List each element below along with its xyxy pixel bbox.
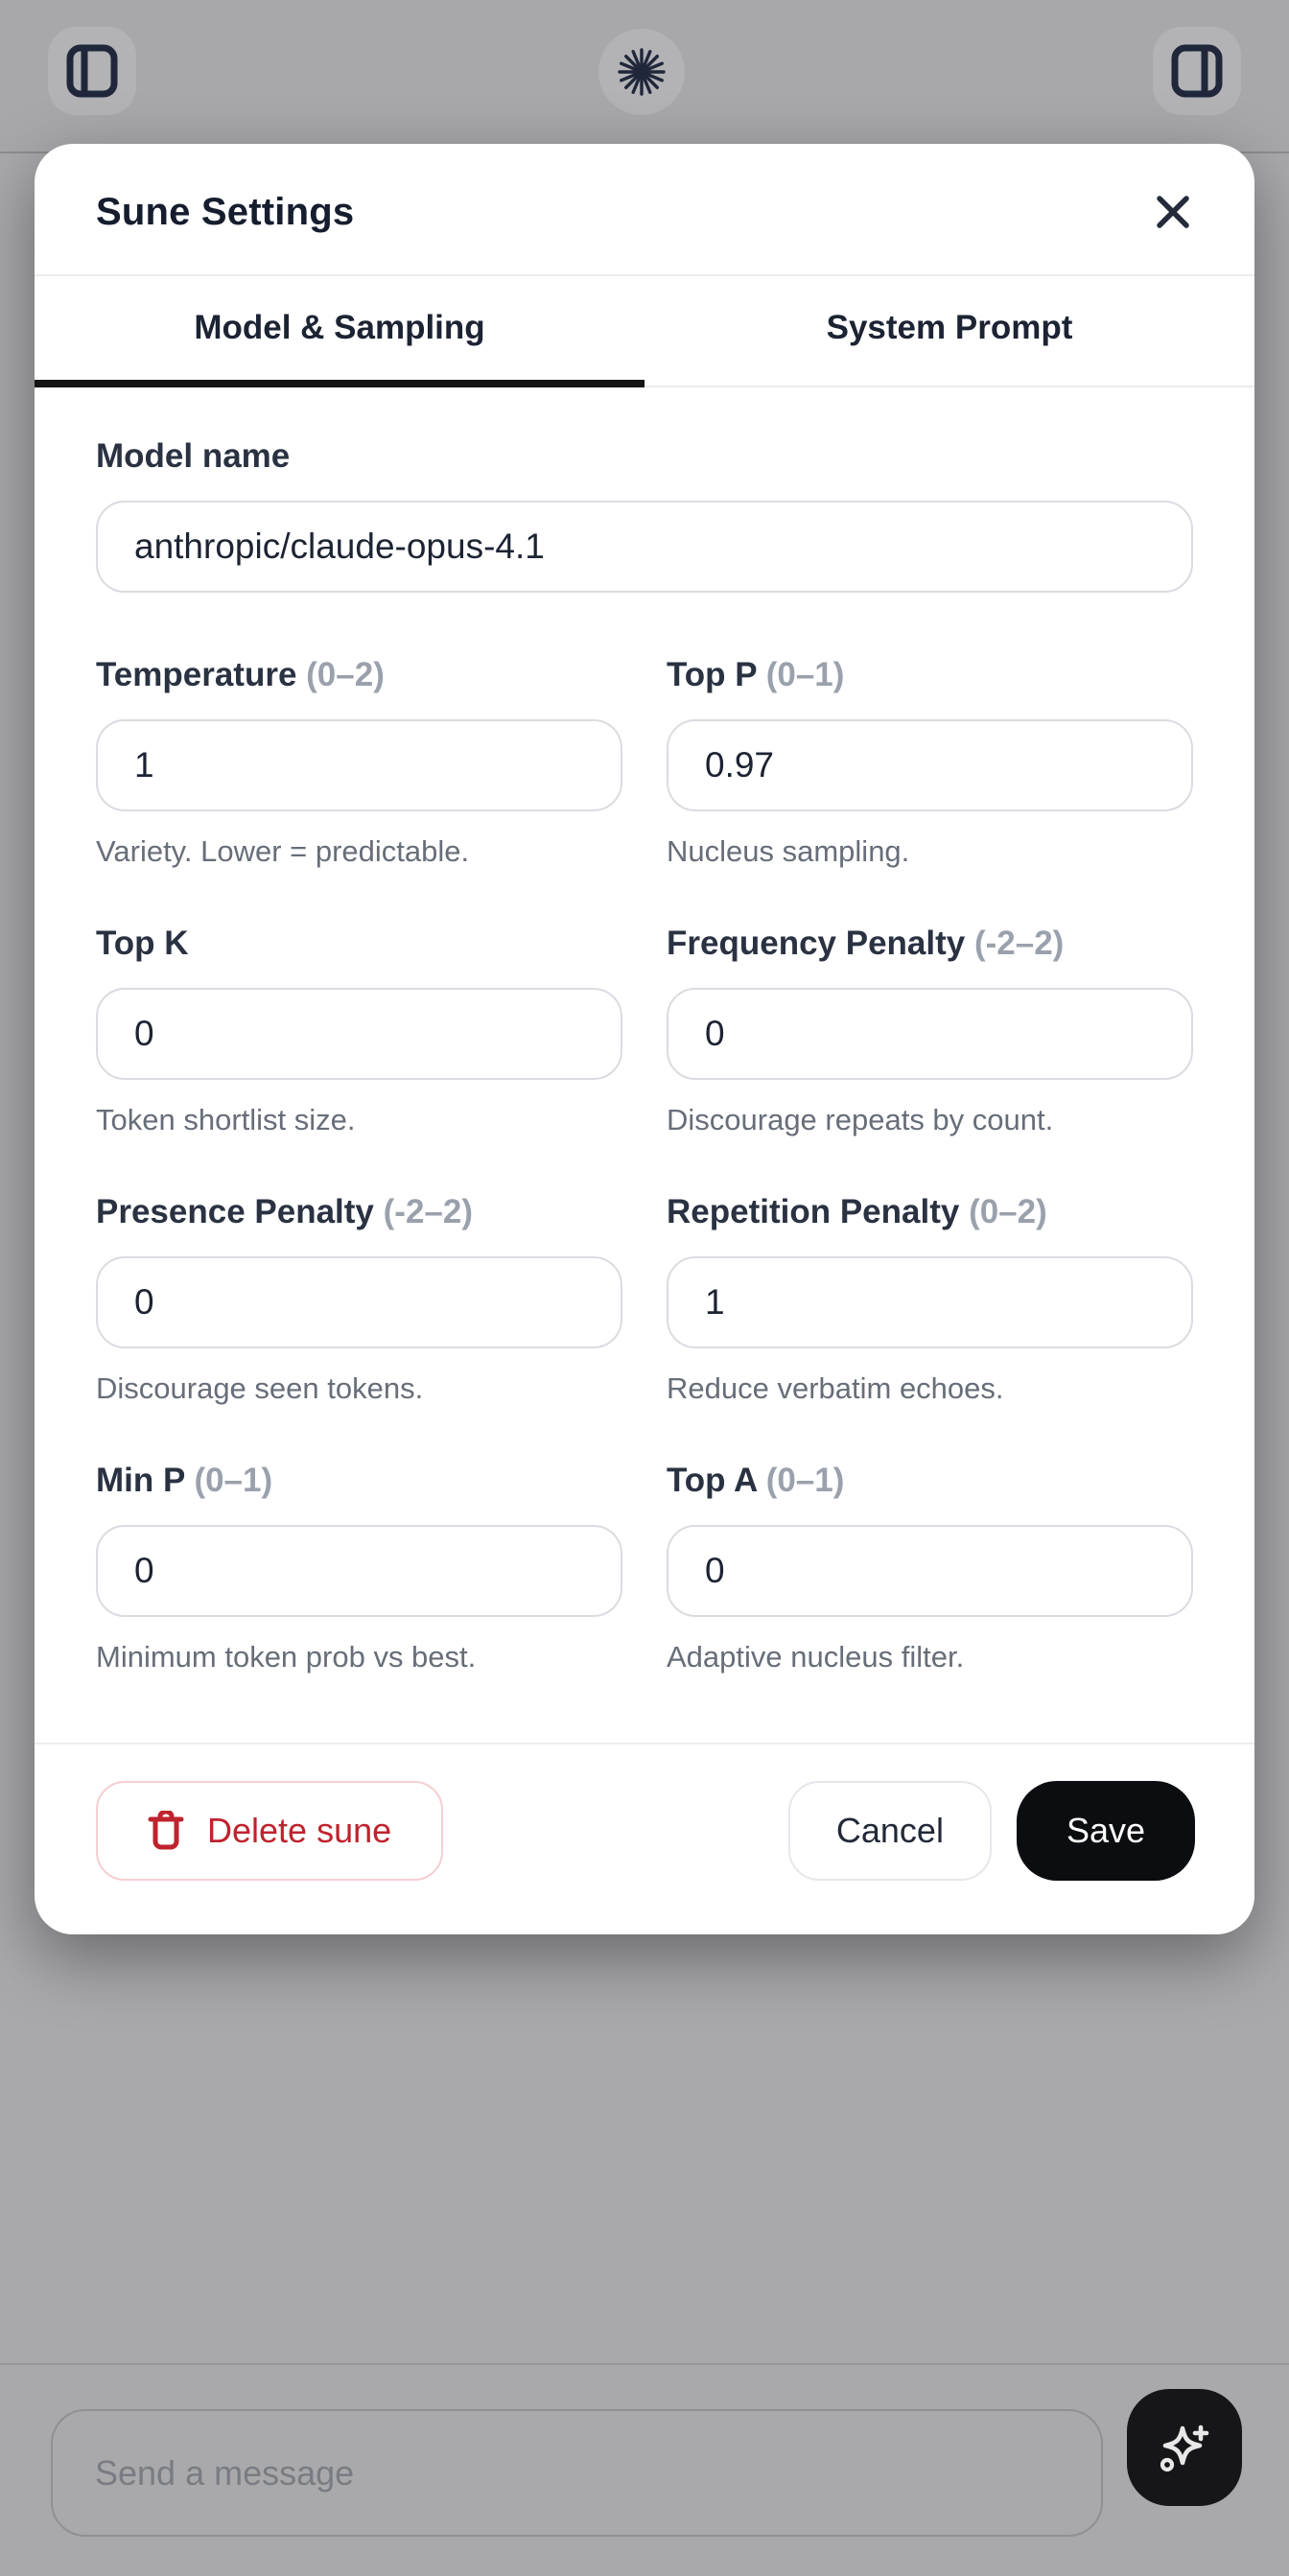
repetition-penalty-range: (0–2) [969,1193,1047,1230]
presence-penalty-label: Presence Penalty [96,1193,374,1230]
top-a-input[interactable] [667,1525,1193,1617]
param-field-temperature: Temperature (0–2) Variety. Lower = predi… [96,656,622,869]
model-name-input[interactable] [96,501,1193,593]
top-p-helper: Nucleus sampling. [667,834,910,868]
sune-logo-button[interactable] [598,29,685,115]
sparkle-plus-icon [1154,2417,1215,2478]
panel-right-icon [1171,44,1223,98]
temperature-range: (0–2) [306,656,385,693]
temperature-helper: Variety. Lower = predictable. [96,834,470,868]
top-k-input[interactable] [96,988,622,1080]
top-a-helper: Adaptive nucleus filter. [667,1640,965,1674]
top-k-label: Top K [96,925,189,962]
top-p-input[interactable] [667,719,1193,811]
param-field-top-a: Top A (0–1) Adaptive nucleus filter. [667,1462,1193,1674]
top-p-range: (0–1) [765,656,845,693]
toggle-right-panel-button[interactable] [1153,27,1241,115]
generate-button[interactable] [1127,2389,1242,2506]
cancel-button[interactable]: Cancel [787,1781,992,1881]
presence-penalty-helper: Discourage seen tokens. [96,1371,424,1405]
model-name-field: Model name [96,437,1193,593]
top-k-helper: Token shortlist size. [96,1103,356,1136]
frequency-penalty-range: (-2–2) [973,925,1065,962]
top-bar [0,0,1289,153]
frequency-penalty-label: Frequency Penalty [667,925,966,962]
dialog-header: Sune Settings [35,144,1254,276]
trash-icon [148,1809,184,1851]
dialog-footer: Delete sune Cancel Save [35,1743,1254,1934]
close-button[interactable] [1145,184,1201,240]
top-p-label: Top P [667,656,757,693]
presence-penalty-range: (-2–2) [383,1193,474,1230]
min-p-range: (0–1) [194,1462,273,1499]
param-field-top-p: Top P (0–1) Nucleus sampling. [667,656,1193,869]
model-name-label: Model name [96,437,291,475]
settings-form: Model name Temperature (0–2) Variety. Lo… [35,387,1254,1743]
min-p-input[interactable] [96,1525,622,1617]
param-field-top-k: Top K Token shortlist size. [96,925,622,1137]
frequency-penalty-helper: Discourage repeats by count. [667,1103,1054,1136]
sune-settings-dialog: Sune Settings Model & Sampling System Pr… [35,144,1254,1934]
param-field-frequency-penalty: Frequency Penalty (-2–2) Discourage repe… [667,925,1193,1137]
repetition-penalty-helper: Reduce verbatim echoes. [667,1371,1004,1405]
settings-tabs: Model & Sampling System Prompt [35,276,1254,387]
param-field-presence-penalty: Presence Penalty (-2–2) Discourage seen … [96,1193,622,1406]
presence-penalty-input[interactable] [96,1256,622,1348]
delete-sune-button[interactable]: Delete sune [96,1781,444,1881]
frequency-penalty-input[interactable] [667,988,1193,1080]
footer-actions: Cancel Save [787,1781,1195,1881]
repetition-penalty-input[interactable] [667,1256,1193,1348]
dialog-title: Sune Settings [96,190,355,233]
repetition-penalty-label: Repetition Penalty [667,1193,960,1230]
top-a-label: Top A [667,1462,757,1499]
params-grid: Temperature (0–2) Variety. Lower = predi… [96,656,1193,1674]
delete-sune-label: Delete sune [207,1811,392,1850]
param-field-min-p: Min P (0–1) Minimum token prob vs best. [96,1462,622,1674]
top-a-range: (0–1) [765,1462,845,1499]
message-input[interactable] [51,2409,1103,2537]
param-field-repetition-penalty: Repetition Penalty (0–2) Reduce verbatim… [667,1193,1193,1406]
close-icon [1153,196,1193,235]
toggle-left-panel-button[interactable] [48,27,136,115]
temperature-label: Temperature [96,656,297,693]
min-p-helper: Minimum token prob vs best. [96,1640,477,1674]
message-composer [0,2363,1289,2576]
tab-model-sampling[interactable]: Model & Sampling [35,276,644,387]
temperature-input[interactable] [96,719,622,811]
panel-left-icon [66,44,118,98]
save-button[interactable]: Save [1016,1781,1195,1881]
min-p-label: Min P [96,1462,185,1499]
sunburst-logo-icon [617,47,667,97]
tab-system-prompt[interactable]: System Prompt [644,276,1254,387]
